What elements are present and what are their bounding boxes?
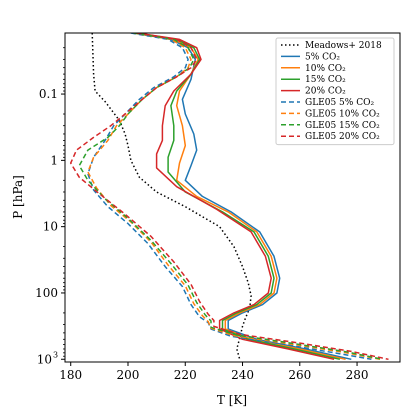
series-line-7 xyxy=(78,33,383,361)
y-tick-exponent-4: 3 xyxy=(53,350,58,359)
legend-label-8: GLE05 20% CO₂ xyxy=(305,132,380,142)
legend-label-0: Meadows+ 2018 xyxy=(305,41,382,51)
y-tick-label-2: 10 xyxy=(43,220,58,234)
x-axis-label: T [K] xyxy=(217,393,247,407)
series-line-0 xyxy=(91,33,252,360)
y-tick-label-3: 100 xyxy=(35,286,58,300)
y-tick-label-4: 10 xyxy=(37,352,52,366)
legend-label-5: GLE05 5% CO₂ xyxy=(305,98,374,108)
y-axis-label: P [hPa] xyxy=(11,175,25,219)
legend-label-7: GLE05 15% CO₂ xyxy=(305,121,380,131)
series-line-4 xyxy=(136,33,335,361)
series-layer xyxy=(69,33,389,361)
legend-label-4: 20% CO₂ xyxy=(305,87,346,97)
x-tick-label-2: 220 xyxy=(174,368,197,382)
legend-frame xyxy=(275,37,395,146)
plot-frame xyxy=(64,32,401,363)
series-line-6 xyxy=(87,33,381,361)
y-tick-label-1: 1 xyxy=(50,153,58,167)
x-tick-label-4: 260 xyxy=(288,368,311,382)
x-tick-label-1: 200 xyxy=(117,368,140,382)
series-line-1 xyxy=(136,33,352,361)
series-line-5 xyxy=(87,33,372,361)
legend-label-2: 10% CO₂ xyxy=(305,64,346,74)
series-line-8 xyxy=(69,33,389,361)
legend-label-3: 15% CO₂ xyxy=(305,75,346,85)
y-tick-label-0: 0.1 xyxy=(39,87,58,101)
x-tick-label-0: 180 xyxy=(59,368,82,382)
x-tick-label-5: 280 xyxy=(346,368,369,382)
legend-label-6: GLE05 10% CO₂ xyxy=(305,109,380,119)
legend-label-1: 5% CO₂ xyxy=(305,52,340,62)
x-tick-label-3: 240 xyxy=(231,368,254,382)
